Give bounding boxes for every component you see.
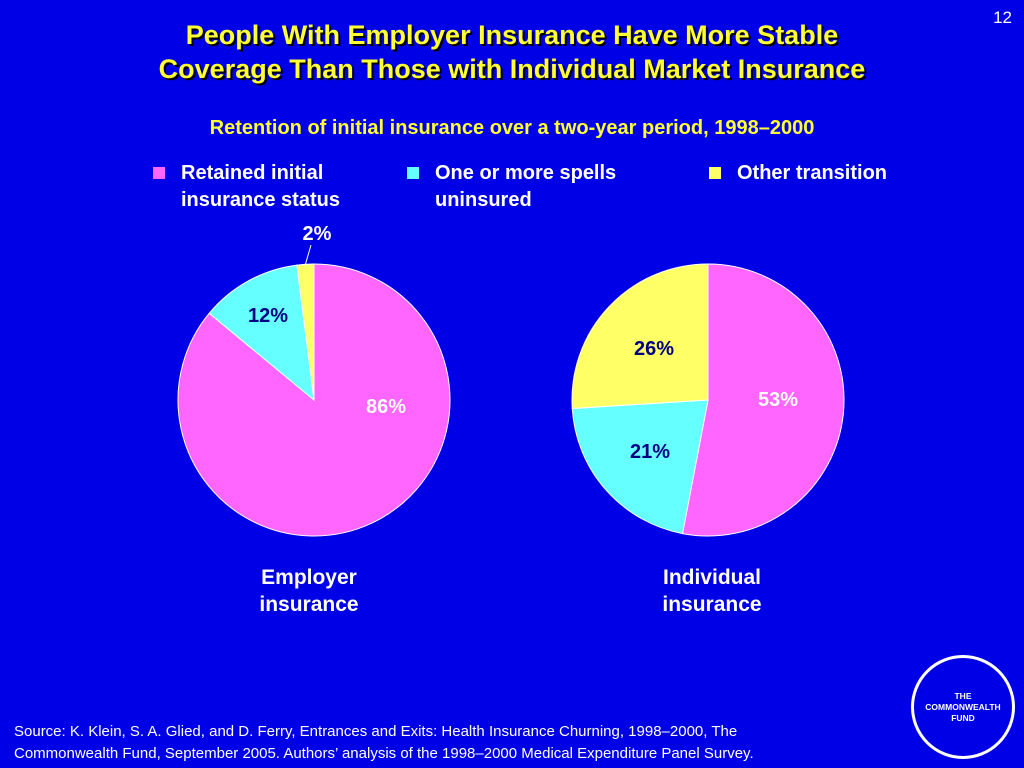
pie-1-slice-other bbox=[571, 263, 709, 410]
legend-label-retained-line1: Retained initial bbox=[181, 162, 324, 184]
pie-caption-employer-line1: Employer bbox=[261, 566, 357, 589]
legend-item-other: Other transition bbox=[709, 160, 888, 187]
pie-1-slice-uninsured bbox=[571, 399, 709, 535]
source-line-1: Source: K. Klein, S. A. Glied, and D. Fe… bbox=[14, 723, 738, 740]
title-line-2: Coverage Than Those with Individual Mark… bbox=[158, 54, 866, 84]
pie-caption-individual-line2: insurance bbox=[662, 593, 762, 616]
pie-caption-individual-line1: Individual bbox=[662, 566, 761, 589]
legend-label-retained-line2: insurance status bbox=[181, 189, 340, 211]
pie-0-slice-uninsured bbox=[208, 264, 315, 402]
pie-0-label-uninsured: 12% bbox=[248, 305, 288, 327]
pie-0-leader-other bbox=[304, 244, 312, 265]
chart-title: Retention of initial insurance over a tw… bbox=[209, 117, 815, 139]
pie-individual: 53% 21% 26% bbox=[571, 263, 845, 537]
pie-0-label-other: 2% bbox=[303, 223, 332, 245]
pie-caption-individual: Individual insurance bbox=[602, 564, 822, 618]
legend-item-uninsured: One or more spells uninsured bbox=[407, 160, 617, 214]
title-line-1: People With Employer Insurance Have More… bbox=[185, 20, 839, 50]
pie-1-label-other: 26% bbox=[634, 338, 674, 360]
commonwealth-fund-logo: THE COMMONWEALTH FUND bbox=[911, 655, 1015, 759]
legend-label-uninsured-line2: uninsured bbox=[435, 189, 532, 211]
legend-label-other-line1: Other transition bbox=[737, 162, 888, 184]
legend-swatch-other bbox=[709, 167, 721, 179]
logo-text: THE COMMONWEALTH FUND bbox=[925, 690, 1001, 723]
pie-caption-employer-line2: insurance bbox=[259, 593, 359, 616]
slide-title: People With Employer Insurance Have More… bbox=[0, 18, 1024, 86]
pie-caption-employer: Employer insurance bbox=[199, 564, 419, 618]
source-line-2: Commonwealth Fund, September 2005. Autho… bbox=[14, 745, 754, 762]
pie-1-slice-retained bbox=[681, 263, 845, 537]
legend-item-retained: Retained initial insurance status bbox=[153, 160, 340, 214]
page-number: 12 bbox=[993, 8, 1012, 27]
legend-label-uninsured-line1: One or more spells bbox=[435, 162, 617, 184]
source-note: Source: K. Klein, S. A. Glied, and D. Fe… bbox=[14, 721, 894, 765]
legend-swatch-retained bbox=[153, 167, 165, 179]
legend-swatch-uninsured bbox=[407, 167, 419, 179]
pie-0-label-retained: 86% bbox=[366, 396, 406, 418]
pie-1-label-uninsured: 21% bbox=[630, 441, 670, 463]
pie-1-label-retained: 53% bbox=[758, 389, 798, 411]
pie-employer: 86% 12% 2% bbox=[177, 223, 451, 537]
